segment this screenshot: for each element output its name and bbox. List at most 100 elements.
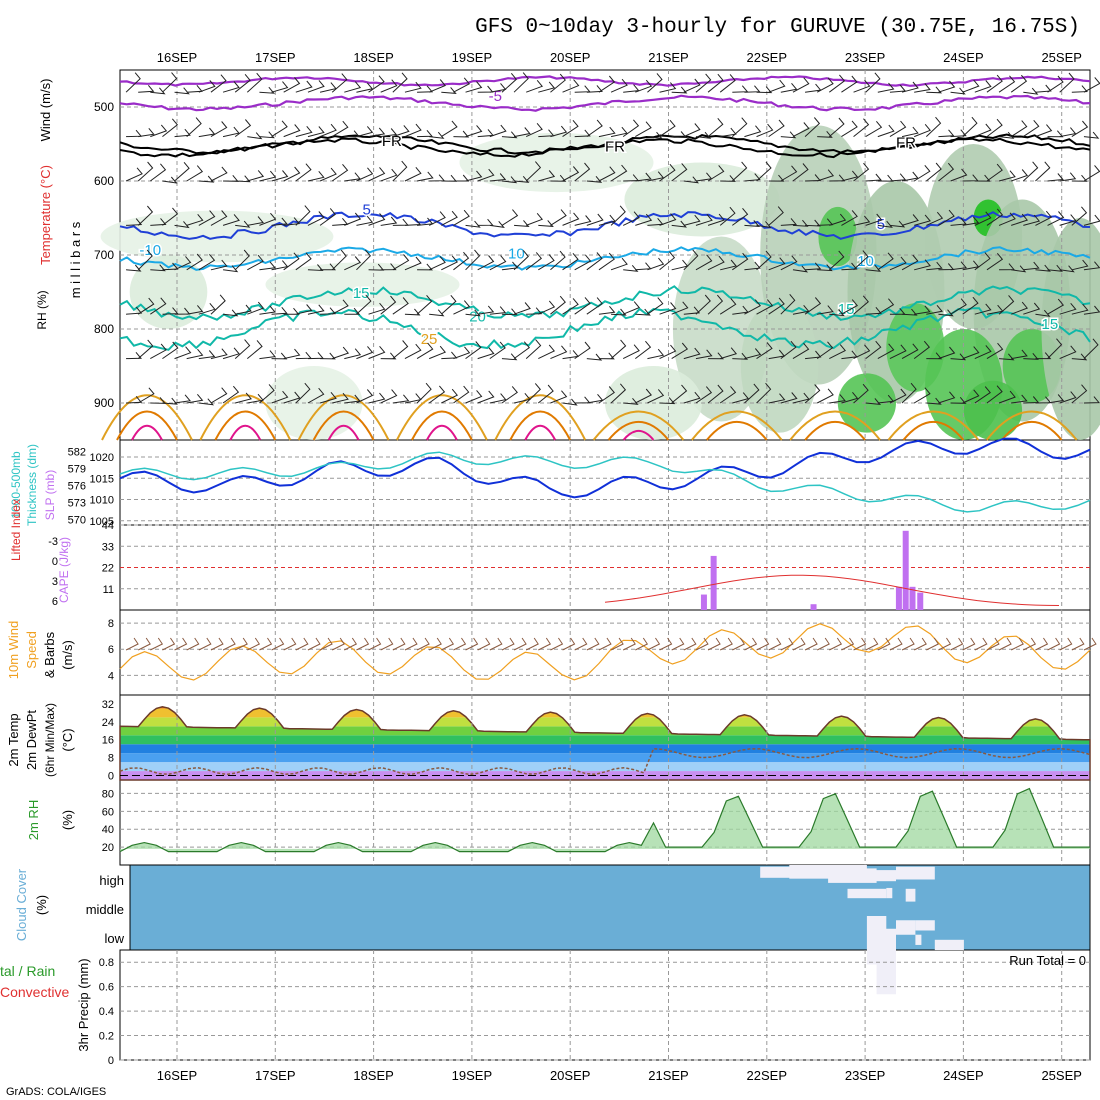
wind-barb-10m <box>356 637 370 651</box>
cape-tick: 33 <box>102 541 114 553</box>
wind-barb <box>610 205 626 226</box>
wind-barb <box>586 85 603 93</box>
date-label-top: 17SEP <box>255 50 295 65</box>
wind-barb <box>210 74 227 93</box>
cloud-block <box>905 888 916 902</box>
isotherm-15 <box>119 285 1091 321</box>
wind-barb <box>428 79 447 93</box>
wind-barb <box>744 173 761 182</box>
wind-barb <box>513 72 529 93</box>
wind-barb <box>295 252 312 271</box>
wind-barb <box>731 117 748 137</box>
wind-barb-10m <box>1047 637 1061 651</box>
wind-barb <box>368 127 386 138</box>
wind-barb <box>671 384 688 404</box>
wind-barb <box>465 81 483 93</box>
wind-barb <box>744 383 760 404</box>
wind-barb <box>853 383 869 404</box>
wind-barb <box>841 391 859 404</box>
wind-barb <box>235 392 252 404</box>
cape-bar <box>895 586 902 610</box>
wind-barb <box>356 82 374 93</box>
rh-fill <box>120 788 1090 852</box>
wind-barb <box>501 131 518 139</box>
temp-tick: 8 <box>108 753 114 765</box>
cloud-block <box>915 920 935 931</box>
wind-barb <box>768 297 785 315</box>
ylabel-rh2m: 2m RH <box>26 800 41 840</box>
wind-barb <box>877 298 895 315</box>
wind-barb <box>938 391 956 404</box>
wind-barb <box>707 213 725 226</box>
slp-tick: 1015 <box>90 473 114 485</box>
cloud-block <box>915 934 922 945</box>
wind-barb <box>150 163 167 182</box>
wind-barb <box>247 301 265 315</box>
date-label-top: 19SEP <box>452 50 492 65</box>
cape-lifted-index-panel: 44 33 22 11 -3 0 3 6 <box>48 520 1090 610</box>
wind-barb <box>198 253 216 271</box>
wind-barb <box>344 212 362 226</box>
wind-barb <box>465 170 483 182</box>
wind-barb <box>1071 120 1089 138</box>
thickness-tick: 573 <box>68 497 86 509</box>
cape-bar <box>700 594 707 610</box>
wind-barb <box>344 256 362 271</box>
wind-barb <box>550 174 567 182</box>
wind-barb <box>150 343 167 360</box>
wind-barb <box>998 390 1016 404</box>
wind-barb-10m <box>525 637 539 651</box>
wind-barb <box>174 161 190 182</box>
ylabel-wind10-1: 10m Wind <box>6 621 21 680</box>
thickness-tick: 570 <box>68 514 86 526</box>
wind-barb <box>1083 338 1099 359</box>
wind-barb <box>319 123 337 138</box>
wind-barb <box>404 123 422 138</box>
wind-barb <box>962 216 980 226</box>
wind-barb-10m <box>768 637 782 651</box>
wind-barb <box>513 250 529 271</box>
wind-barb <box>137 297 155 315</box>
wind-barb <box>489 173 507 182</box>
wind-barb <box>974 123 992 138</box>
wind-barb <box>683 123 701 138</box>
wind-barb <box>635 213 653 226</box>
rh-tick: 20 <box>102 842 114 854</box>
isotherm-25 <box>789 410 881 441</box>
wind-barb <box>477 218 494 226</box>
wind-barb <box>320 263 337 271</box>
wind-barb <box>246 340 263 359</box>
wind-barb <box>283 391 301 404</box>
isotherm-label: FR <box>605 138 625 155</box>
wind-barb <box>623 264 639 272</box>
wind-barb <box>514 175 530 183</box>
wind-barb <box>902 308 918 316</box>
wind-barb-10m <box>1083 637 1097 651</box>
wind-barb <box>683 347 701 360</box>
wind-barb <box>320 307 337 315</box>
wind-barb <box>331 299 349 315</box>
isotherm-35 <box>229 424 262 441</box>
wind-barb <box>659 302 677 315</box>
wind-barb <box>756 342 773 360</box>
temp-band <box>120 744 1090 754</box>
wind-barb-10m <box>744 637 758 651</box>
wind-barb <box>525 161 542 182</box>
wind-barb <box>331 163 349 182</box>
wind-barb <box>550 295 566 315</box>
wind-barb <box>150 264 166 272</box>
wind-barb-10m <box>307 637 321 651</box>
wind-barb <box>865 213 883 226</box>
wind-barb <box>865 306 882 315</box>
wind-barb <box>307 170 325 182</box>
wind-barb <box>671 220 687 228</box>
wind-barb <box>198 398 215 406</box>
wind-barb <box>611 308 627 316</box>
wind-barb-10m <box>416 637 430 651</box>
wind-barb <box>744 299 762 315</box>
wind-barb-10m <box>538 637 552 651</box>
wind-barb-10m <box>137 637 151 651</box>
wind-barb <box>283 217 301 226</box>
wind-speed-line <box>119 623 1091 681</box>
wind-barb <box>295 304 313 315</box>
